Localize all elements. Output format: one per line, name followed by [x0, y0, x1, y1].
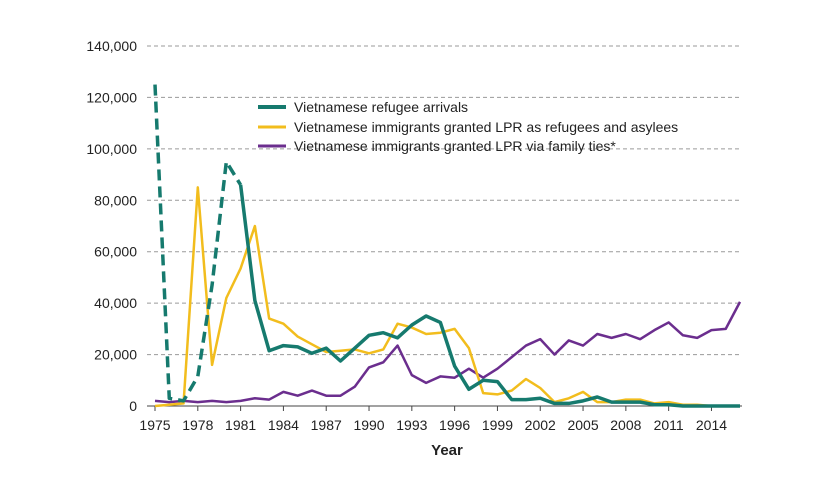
- x-tick-label-1996: 1996: [439, 417, 470, 433]
- x-tick-label-1993: 1993: [396, 417, 427, 433]
- y-tick-label-80000: 80,000: [94, 192, 137, 208]
- series-line-vietnamese-refugee-arrivals-dashed: [153, 84, 243, 403]
- x-tick-label-2011: 2011: [654, 417, 684, 433]
- legend-label-lpr-refugees-asylees: Vietnamese immigrants granted LPR as ref…: [294, 119, 678, 135]
- x-tick-label-2002: 2002: [525, 417, 556, 433]
- x-tick-label-1987: 1987: [311, 417, 342, 433]
- y-tick-label-20000: 20,000: [94, 347, 137, 363]
- legend-entry-lpr-family-ties: Vietnamese immigrants granted LPR via fa…: [258, 138, 616, 154]
- series-line-vietnamese-immigrants-granted-lpr-via-family-ties: [154, 301, 742, 404]
- x-tick-label-1975: 1975: [139, 417, 170, 433]
- y-tick-label-40000: 40,000: [94, 295, 137, 311]
- x-tick-label-1984: 1984: [268, 417, 299, 433]
- legend-label-refugee-arrivals: Vietnamese refugee arrivals: [294, 99, 468, 115]
- x-tick-label-2005: 2005: [567, 417, 598, 433]
- x-tick-label-1990: 1990: [353, 417, 384, 433]
- y-tick-label-0: 0: [129, 398, 137, 414]
- x-tick-label-2008: 2008: [610, 417, 641, 433]
- legend: Vietnamese refugee arrivals Vietnamese i…: [258, 99, 678, 154]
- x-tick-label-1999: 1999: [482, 417, 513, 433]
- legend-entry-refugee-arrivals: Vietnamese refugee arrivals: [258, 99, 468, 115]
- legend-entry-lpr-refugees-asylees: Vietnamese immigrants granted LPR as ref…: [258, 119, 678, 135]
- series-line-vietnamese-refugee-arrivals: [238, 184, 740, 408]
- x-axis-title: Year: [431, 442, 463, 459]
- legend-label-lpr-family-ties: Vietnamese immigrants granted LPR via fa…: [294, 138, 616, 154]
- x-tick-label-1981: 1981: [225, 417, 256, 433]
- y-tick-label-140000: 140,000: [86, 38, 137, 54]
- y-axis-tick-labels: 0 20,000 40,000 60,000 80,000 100,000 120,000 1…: [86, 38, 137, 414]
- x-tick-label-1978: 1978: [182, 417, 213, 433]
- series-line-vietnamese-immigrants-granted-lpr-as-refugees-and-asylees: [154, 186, 740, 408]
- series-lines: [153, 84, 742, 408]
- x-axis-tick-labels: 1975 1978 1981 1984 1987 1990 1993 1996 1999 2002…: [139, 406, 727, 433]
- y-tick-label-120000: 120,000: [86, 89, 137, 105]
- x-tick-label-2014: 2014: [696, 417, 727, 433]
- gridlines: [147, 45, 742, 356]
- y-tick-label-60000: 60,000: [94, 244, 137, 260]
- y-tick-label-100000: 100,000: [86, 141, 137, 157]
